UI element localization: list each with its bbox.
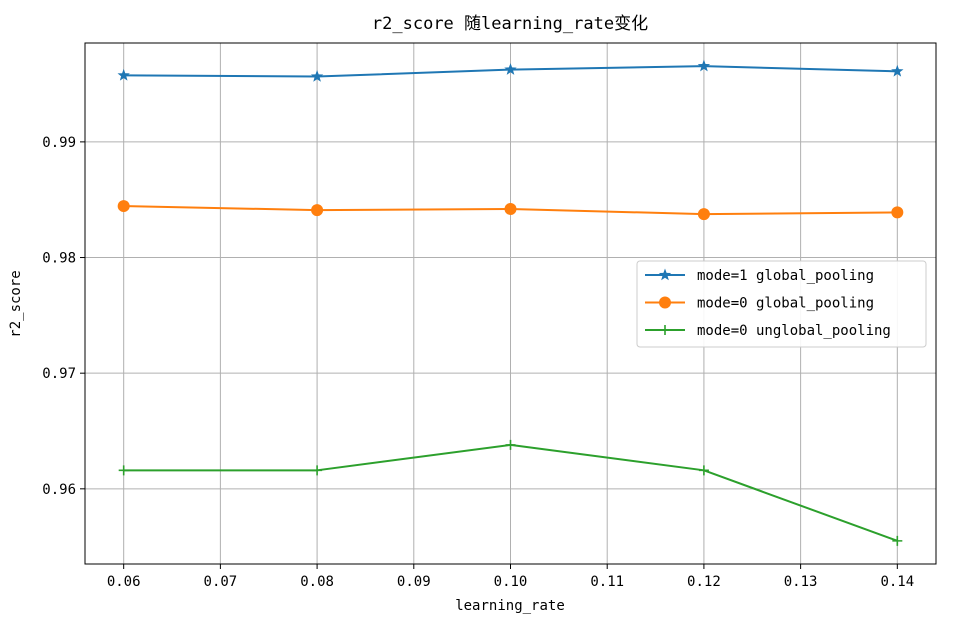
series-group: [118, 439, 903, 546]
y-axis-label: r2_score: [8, 270, 24, 337]
legend-marker: [659, 296, 671, 309]
x-tick-label: 0.11: [590, 574, 624, 590]
data-point: [505, 439, 516, 450]
data-point: [117, 200, 130, 213]
data-point: [311, 204, 324, 217]
y-tick-label: 0.97: [42, 366, 76, 382]
y-tick-label: 0.99: [42, 135, 76, 151]
y-tick-label: 0.98: [42, 251, 76, 267]
chart-title: r2_score 随learning_rate变化: [372, 14, 648, 34]
series-group: [117, 200, 904, 221]
grid: [85, 43, 936, 564]
x-tick-label: 0.06: [107, 574, 141, 590]
data-point: [698, 465, 709, 476]
legend-entry-label: mode=0 global_pooling: [697, 296, 874, 312]
data-point: [504, 63, 517, 75]
series: [117, 59, 904, 546]
y-tick-label: 0.96: [42, 482, 76, 498]
data-point: [118, 465, 129, 476]
x-tick-label: 0.08: [300, 574, 334, 590]
data-point: [697, 59, 711, 72]
legend-marker: [660, 325, 670, 335]
x-tick-label: 0.07: [204, 574, 238, 590]
x-axis: 0.06 0.07 0.08 0.09 0.10 0.11 0.12 0.13 0.14: [107, 564, 914, 590]
series-group: [117, 59, 904, 82]
data-point: [310, 70, 324, 82]
data-point: [117, 68, 130, 81]
x-tick-label: 0.14: [880, 574, 914, 590]
legend-marker: [658, 268, 672, 281]
data-point: [891, 64, 904, 77]
data-point: [697, 208, 710, 221]
x-tick-label: 0.10: [494, 574, 528, 590]
legend-entry-label: mode=1 global_pooling: [697, 268, 874, 284]
x-tick-label: 0.09: [397, 574, 431, 590]
legend-box: [636, 260, 927, 348]
x-axis-label: learning_rate: [455, 598, 565, 614]
y-axis: 0.96 0.97 0.98 0.99: [42, 135, 85, 498]
x-tick-label: 0.12: [687, 574, 721, 590]
data-point: [504, 202, 517, 215]
x-tick-label: 0.13: [784, 574, 818, 590]
data-point: [891, 206, 904, 219]
data-point: [892, 535, 903, 546]
legend-entry-label: mode=0 unglobal_pooling: [697, 323, 891, 339]
data-point: [312, 465, 323, 476]
legend: mode=1 global_pooling mode=0 global_pooli…: [636, 260, 927, 348]
